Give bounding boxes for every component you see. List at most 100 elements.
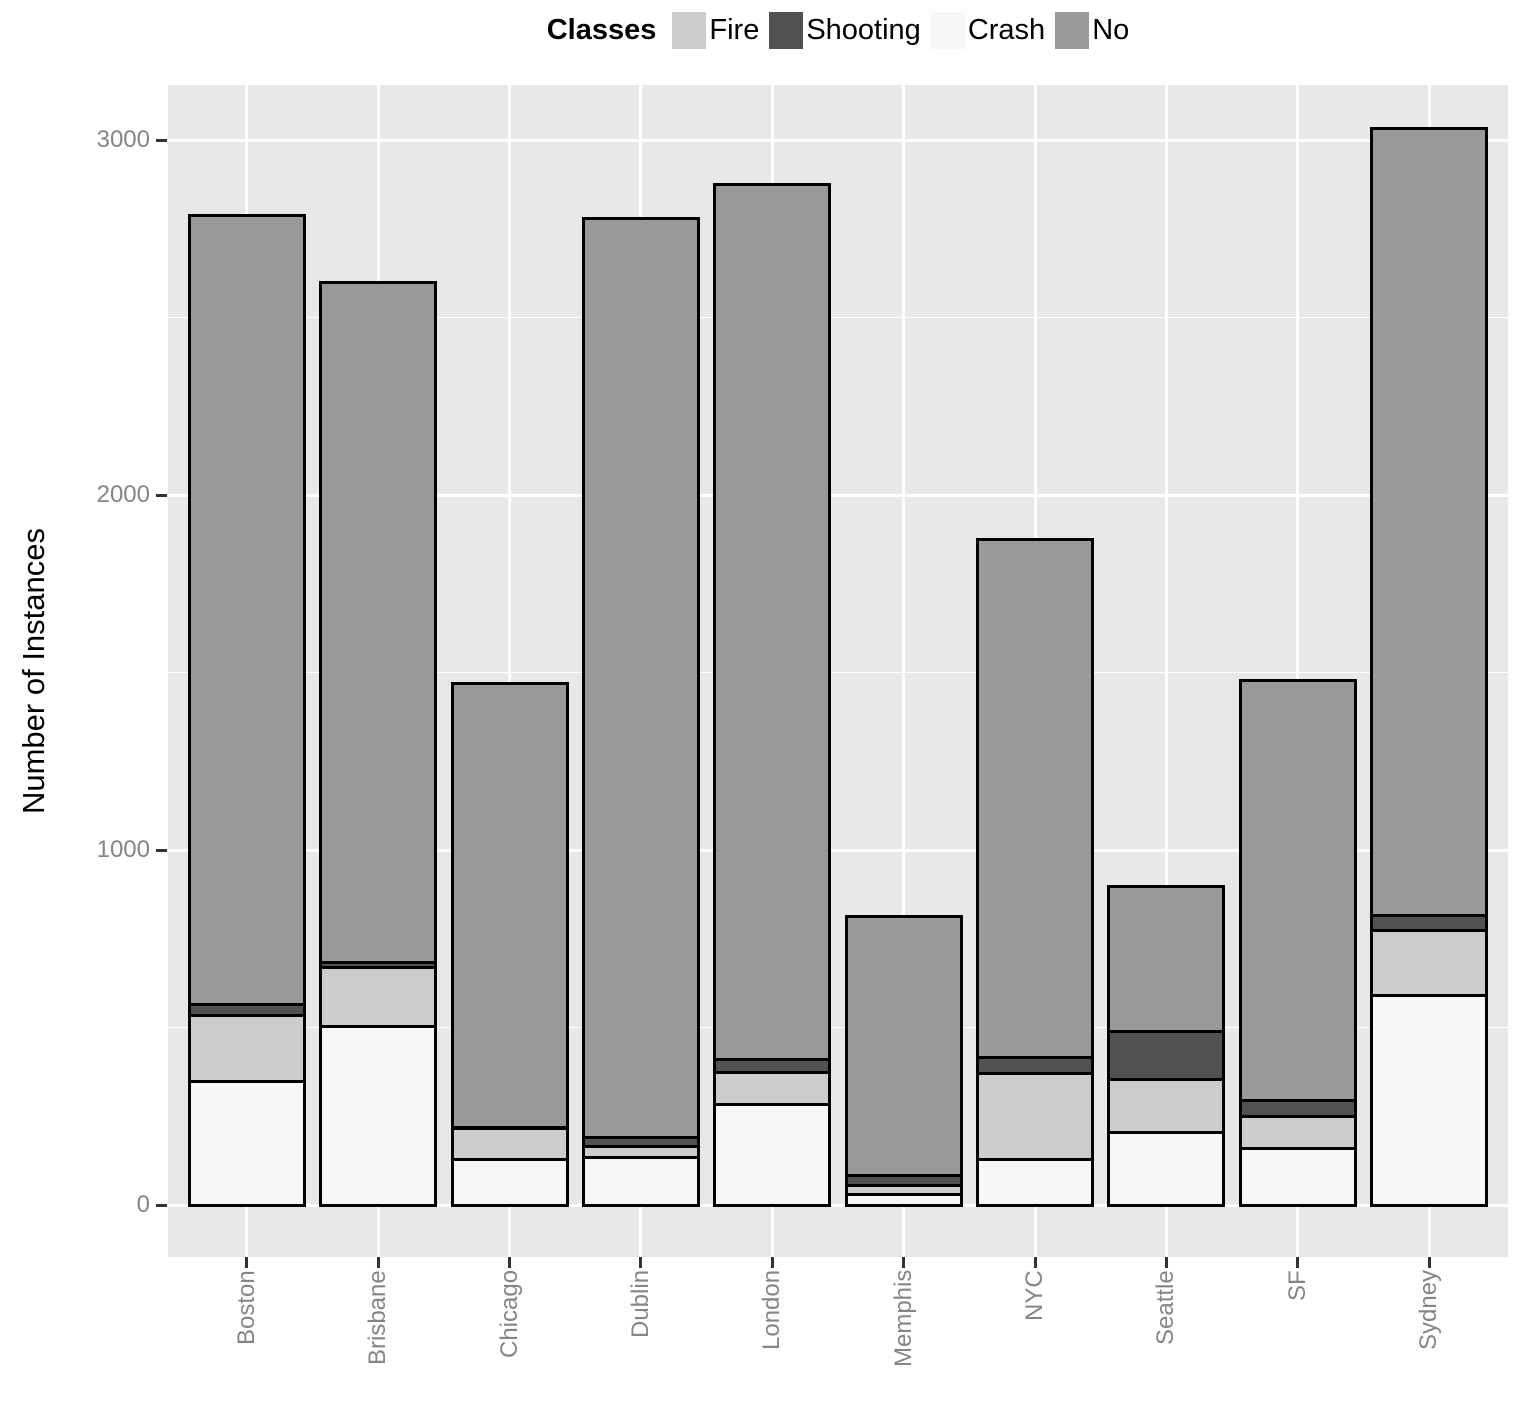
- bar-segment-sf-no[interactable]: [1241, 681, 1354, 1101]
- bar-separator: [1110, 1029, 1223, 1033]
- bar-segment-seattle-fire[interactable]: [1110, 1079, 1223, 1133]
- bar-separator: [584, 1145, 697, 1149]
- bar-separator: [1241, 1115, 1354, 1119]
- legend-item-no: No: [1055, 11, 1130, 49]
- legend-swatch-crash: [930, 11, 965, 49]
- y-tick-label-3000: 3000: [96, 126, 150, 153]
- bar-segment-sf-shooting[interactable]: [1241, 1100, 1354, 1117]
- x-tick-mark-brisbane: [376, 1257, 380, 1268]
- bar-segment-nyc-crash[interactable]: [979, 1159, 1092, 1204]
- y-tick-label-0: 0: [136, 1191, 150, 1218]
- bar-segment-dublin-shooting[interactable]: [584, 1137, 697, 1147]
- bar-segment-nyc-shooting[interactable]: [979, 1057, 1092, 1074]
- bar-segment-memphis-shooting[interactable]: [847, 1175, 960, 1186]
- y-tick-mark-3000: [156, 138, 167, 142]
- bar-sydney[interactable]: [1370, 126, 1489, 1207]
- bar-segment-dublin-no[interactable]: [584, 220, 697, 1138]
- bar-separator: [322, 1024, 435, 1028]
- legend-swatch-fire: [672, 11, 707, 49]
- gridline-major-2000: [168, 493, 1508, 497]
- bar-separator: [979, 1157, 1092, 1161]
- bar-separator: [1373, 928, 1486, 932]
- bar-chicago[interactable]: [450, 682, 569, 1207]
- x-tick-label-nyc: NYC: [1021, 1270, 1049, 1321]
- x-tick-mark-seattle: [1164, 1257, 1168, 1268]
- bar-separator: [1110, 1077, 1223, 1081]
- bar-segment-memphis-no[interactable]: [847, 917, 960, 1176]
- bar-segment-nyc-no[interactable]: [979, 541, 1092, 1058]
- bar-segment-sydney-fire[interactable]: [1373, 930, 1486, 996]
- legend-label-fire: Fire: [709, 13, 760, 46]
- legend-item-crash: Crash: [930, 11, 1045, 49]
- bar-segment-dublin-crash[interactable]: [584, 1157, 697, 1204]
- y-tick-mark-0: [156, 1203, 167, 1207]
- gridline-major-0: [168, 1203, 1508, 1207]
- bar-segment-london-no[interactable]: [716, 186, 829, 1060]
- bar-segment-chicago-no[interactable]: [453, 685, 566, 1128]
- y-tick-label-2000: 2000: [96, 481, 150, 508]
- bar-segment-dublin-fire[interactable]: [584, 1146, 697, 1158]
- bar-brisbane[interactable]: [319, 281, 438, 1207]
- bar-segment-sf-fire[interactable]: [1241, 1116, 1354, 1149]
- bar-separator: [453, 1157, 566, 1161]
- bar-separator: [979, 1056, 1092, 1060]
- bar-segment-memphis-fire[interactable]: [847, 1185, 960, 1195]
- bar-segment-sydney-no[interactable]: [1373, 129, 1486, 916]
- bar-separator: [584, 1155, 697, 1159]
- legend: Classes Fire Shooting Crash No: [168, 6, 1508, 54]
- bar-segment-memphis-crash[interactable]: [847, 1194, 960, 1204]
- bar-segment-boston-shooting[interactable]: [190, 1004, 303, 1016]
- bar-separator: [190, 1003, 303, 1007]
- x-tick-label-seattle: Seattle: [1152, 1270, 1180, 1345]
- bar-segment-sydney-shooting[interactable]: [1373, 915, 1486, 931]
- bar-segment-london-crash[interactable]: [716, 1104, 829, 1204]
- bar-separator: [979, 1072, 1092, 1076]
- bar-segment-seattle-crash[interactable]: [1110, 1132, 1223, 1204]
- bar-separator: [716, 1058, 829, 1062]
- bar-segment-sf-crash[interactable]: [1241, 1148, 1354, 1204]
- bar-separator: [716, 1102, 829, 1106]
- bar-segment-brisbane-crash[interactable]: [322, 1026, 435, 1204]
- gridline-major-1000: [168, 848, 1508, 852]
- bar-separator: [847, 1193, 960, 1197]
- x-tick-mark-nyc: [1033, 1257, 1037, 1268]
- bar-dublin[interactable]: [581, 217, 700, 1207]
- bar-boston[interactable]: [187, 213, 306, 1207]
- bar-sf[interactable]: [1238, 678, 1357, 1207]
- bar-segment-brisbane-no[interactable]: [322, 284, 435, 963]
- bar-separator: [322, 960, 435, 964]
- bar-separator: [453, 1127, 566, 1131]
- x-tick-mark-chicago: [508, 1257, 512, 1268]
- bar-segment-chicago-crash[interactable]: [453, 1159, 566, 1204]
- bar-segment-nyc-fire[interactable]: [979, 1073, 1092, 1160]
- bar-separator: [847, 1184, 960, 1188]
- bar-separator: [1241, 1146, 1354, 1150]
- gridline-category-sf: [1296, 85, 1300, 1257]
- bar-nyc[interactable]: [976, 538, 1095, 1207]
- x-tick-label-sydney: Sydney: [1415, 1270, 1443, 1351]
- bar-segment-brisbane-shooting[interactable]: [322, 962, 435, 968]
- bar-memphis[interactable]: [844, 914, 963, 1207]
- gridline-category-memphis: [902, 85, 906, 1257]
- bar-segment-boston-fire[interactable]: [190, 1015, 303, 1082]
- bar-segment-seattle-no[interactable]: [1110, 887, 1223, 1032]
- bar-separator: [584, 1136, 697, 1140]
- bar-segment-london-fire[interactable]: [716, 1072, 829, 1105]
- bar-separator: [190, 1013, 303, 1017]
- bar-separator: [1373, 914, 1486, 918]
- bar-seattle[interactable]: [1107, 884, 1226, 1207]
- bar-segment-boston-no[interactable]: [190, 216, 303, 1005]
- bar-segment-brisbane-fire[interactable]: [322, 967, 435, 1026]
- bar-segment-sydney-crash[interactable]: [1373, 995, 1486, 1204]
- x-tick-label-london: London: [758, 1270, 786, 1351]
- legend-label-no: No: [1092, 13, 1130, 46]
- y-tick-mark-1000: [156, 848, 167, 852]
- bar-segment-seattle-shooting[interactable]: [1110, 1031, 1223, 1080]
- gridline-category-seattle: [1164, 85, 1168, 1257]
- bar-segment-london-shooting[interactable]: [716, 1059, 829, 1073]
- bar-london[interactable]: [713, 183, 832, 1207]
- bar-segment-boston-crash[interactable]: [190, 1081, 303, 1204]
- bar-separator: [1241, 1099, 1354, 1103]
- gridline-minor-2500: [168, 316, 1508, 319]
- bar-segment-chicago-fire[interactable]: [453, 1128, 566, 1160]
